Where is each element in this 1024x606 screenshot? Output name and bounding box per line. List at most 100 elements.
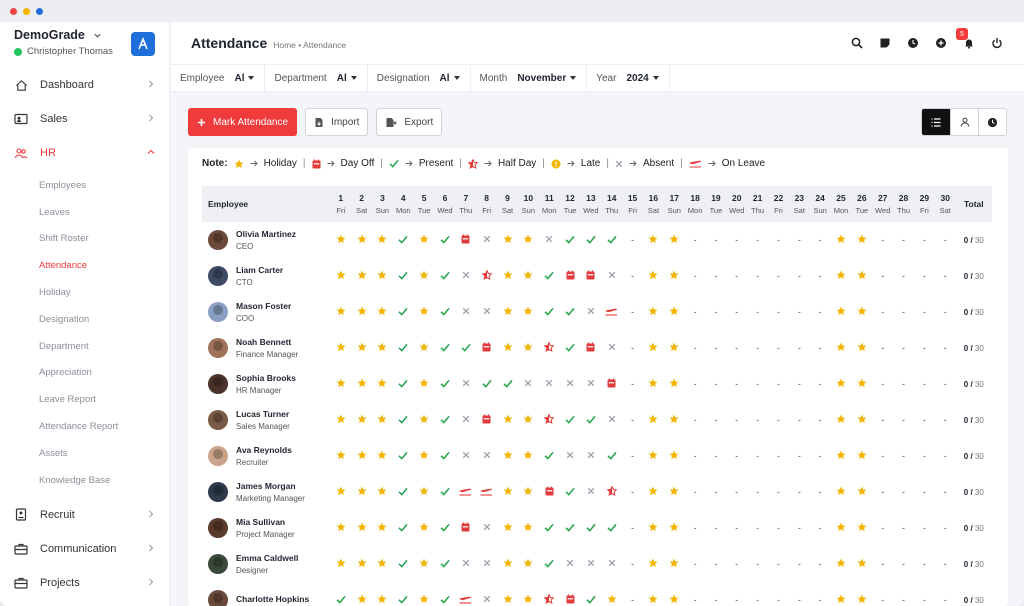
attendance-cell[interactable]	[664, 582, 685, 606]
attendance-cell[interactable]: -	[872, 474, 893, 510]
attendance-cell[interactable]: -	[789, 546, 810, 582]
company-switcher[interactable]: DemoGrade	[14, 28, 113, 42]
attendance-cell[interactable]: -	[810, 402, 831, 438]
employee-info[interactable]: Liam Carter CTO	[208, 265, 330, 287]
attendance-cell[interactable]	[372, 258, 393, 294]
employee-info[interactable]: Emma Caldwell Designer	[208, 553, 330, 575]
attendance-cell[interactable]	[497, 474, 518, 510]
attendance-cell[interactable]: -	[768, 222, 789, 258]
attendance-cell[interactable]: -	[935, 582, 956, 606]
attendance-cell[interactable]	[476, 582, 497, 606]
attendance-cell[interactable]: -	[622, 222, 643, 258]
attendance-cell[interactable]	[455, 258, 476, 294]
attendance-cell[interactable]: -	[747, 294, 768, 330]
employee-info[interactable]: Ava Reynolds Recruiter	[208, 445, 330, 467]
sidebar-item-dashboard[interactable]: Dashboard	[0, 68, 169, 102]
attendance-cell[interactable]: -	[768, 366, 789, 402]
attendance-cell[interactable]: -	[914, 294, 935, 330]
submenu-item-attendance-report[interactable]: Attendance Report	[0, 413, 169, 440]
attendance-cell[interactable]	[414, 402, 435, 438]
attendance-cell[interactable]	[643, 510, 664, 546]
attendance-cell[interactable]: -	[768, 438, 789, 474]
attendance-cell[interactable]: -	[622, 510, 643, 546]
attendance-cell[interactable]: -	[726, 402, 747, 438]
attendance-cell[interactable]: -	[685, 546, 706, 582]
attendance-cell[interactable]	[497, 294, 518, 330]
submenu-item-assets[interactable]: Assets	[0, 440, 169, 467]
attendance-cell[interactable]	[601, 546, 622, 582]
attendance-cell[interactable]	[455, 438, 476, 474]
attendance-cell[interactable]	[435, 366, 456, 402]
attendance-cell[interactable]	[351, 258, 372, 294]
attendance-cell[interactable]	[643, 330, 664, 366]
attendance-cell[interactable]: -	[747, 474, 768, 510]
attendance-cell[interactable]: -	[914, 330, 935, 366]
attendance-cell[interactable]: -	[810, 438, 831, 474]
attendance-cell[interactable]	[497, 402, 518, 438]
attendance-cell[interactable]: -	[810, 474, 831, 510]
attendance-cell[interactable]	[455, 366, 476, 402]
attendance-cell[interactable]: -	[872, 330, 893, 366]
attendance-cell[interactable]	[580, 222, 601, 258]
attendance-cell[interactable]	[414, 294, 435, 330]
attendance-cell[interactable]	[601, 474, 622, 510]
attendance-cell[interactable]: -	[789, 402, 810, 438]
employee-info[interactable]: Mason Foster COO	[208, 301, 330, 323]
filter-month[interactable]: Month November	[471, 65, 588, 91]
attendance-cell[interactable]: -	[768, 330, 789, 366]
attendance-cell[interactable]	[851, 546, 872, 582]
attendance-cell[interactable]	[539, 258, 560, 294]
attendance-cell[interactable]	[539, 294, 560, 330]
clock-icon[interactable]	[906, 36, 920, 50]
clock-view-icon[interactable]	[978, 109, 1006, 135]
attendance-cell[interactable]	[851, 222, 872, 258]
attendance-cell[interactable]: -	[768, 510, 789, 546]
attendance-cell[interactable]	[372, 582, 393, 606]
attendance-cell[interactable]	[435, 474, 456, 510]
attendance-cell[interactable]: -	[747, 546, 768, 582]
attendance-cell[interactable]: -	[747, 366, 768, 402]
attendance-cell[interactable]	[831, 330, 852, 366]
submenu-item-designation[interactable]: Designation	[0, 306, 169, 333]
attendance-cell[interactable]	[643, 222, 664, 258]
attendance-cell[interactable]: -	[914, 222, 935, 258]
attendance-cell[interactable]	[643, 438, 664, 474]
attendance-cell[interactable]	[414, 222, 435, 258]
attendance-cell[interactable]: -	[622, 546, 643, 582]
attendance-cell[interactable]	[580, 366, 601, 402]
attendance-cell[interactable]	[351, 222, 372, 258]
attendance-cell[interactable]: -	[768, 474, 789, 510]
attendance-cell[interactable]: -	[872, 222, 893, 258]
submenu-item-appreciation[interactable]: Appreciation	[0, 360, 169, 387]
attendance-cell[interactable]	[476, 402, 497, 438]
attendance-cell[interactable]: -	[914, 402, 935, 438]
attendance-cell[interactable]: -	[789, 366, 810, 402]
attendance-cell[interactable]	[476, 222, 497, 258]
sidebar-item-communication[interactable]: Communication	[0, 532, 169, 566]
attendance-cell[interactable]	[664, 258, 685, 294]
attendance-cell[interactable]	[831, 366, 852, 402]
attendance-cell[interactable]: -	[685, 222, 706, 258]
attendance-cell[interactable]: -	[789, 510, 810, 546]
attendance-cell[interactable]: -	[706, 366, 727, 402]
attendance-cell[interactable]: -	[622, 258, 643, 294]
attendance-cell[interactable]	[539, 438, 560, 474]
attendance-cell[interactable]	[664, 366, 685, 402]
submenu-item-department[interactable]: Department	[0, 333, 169, 360]
attendance-cell[interactable]: -	[622, 438, 643, 474]
attendance-cell[interactable]	[435, 546, 456, 582]
add-icon[interactable]	[934, 36, 948, 50]
attendance-cell[interactable]	[372, 366, 393, 402]
attendance-cell[interactable]	[497, 438, 518, 474]
attendance-cell[interactable]: -	[914, 510, 935, 546]
attendance-cell[interactable]	[831, 258, 852, 294]
attendance-cell[interactable]	[664, 402, 685, 438]
attendance-cell[interactable]: -	[747, 258, 768, 294]
attendance-cell[interactable]	[518, 258, 539, 294]
attendance-cell[interactable]: -	[706, 294, 727, 330]
attendance-cell[interactable]: -	[935, 438, 956, 474]
attendance-cell[interactable]	[601, 582, 622, 606]
attendance-cell[interactable]	[455, 474, 476, 510]
attendance-cell[interactable]	[330, 222, 351, 258]
attendance-cell[interactable]	[435, 510, 456, 546]
